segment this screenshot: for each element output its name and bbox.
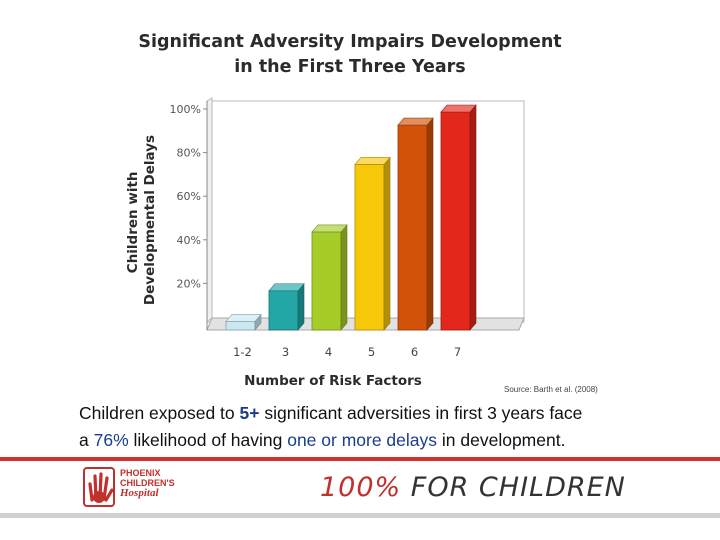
x-axis-label: Number of Risk Factors: [244, 373, 422, 389]
bar-top: [268, 283, 305, 292]
bar: [440, 104, 477, 331]
bars: [225, 104, 477, 331]
bar-top: [397, 117, 434, 126]
bar-front: [268, 290, 299, 331]
y-tick-label: 100%: [170, 103, 201, 116]
y-tick-label: 40%: [177, 234, 201, 247]
bar-side: [297, 282, 305, 331]
bar-front: [354, 163, 385, 331]
x-tick-label: 4: [325, 345, 332, 359]
x-ticks: 1-2 3 4 5 6 7: [233, 345, 461, 359]
y-tick-label: 60%: [177, 190, 201, 203]
x-tick-label: 1-2: [233, 345, 252, 359]
logo-wordmark: PHOENIX CHILDREN'S Hospital: [120, 468, 175, 499]
caption-highlight-delays: one or more delays: [287, 430, 438, 450]
chart-title-line-2: in the First Three Years: [234, 57, 466, 77]
x-tick-label: 7: [454, 345, 461, 359]
bar: [354, 156, 391, 331]
caption: Children exposed to 5+ significant adver…: [79, 400, 709, 454]
bar-side: [426, 117, 434, 331]
plot-side-wall: [206, 97, 213, 324]
bar-top: [440, 104, 477, 113]
y-ticks: 20% 40% 60% 80% 100%: [170, 103, 207, 290]
y-axis-label-line-2: Developmental Delays: [142, 135, 158, 305]
y-tick-label: 20%: [177, 277, 201, 290]
bar-side: [340, 224, 348, 331]
bar: [268, 282, 305, 331]
phoenix-childrens-logo: PHOENIX CHILDREN'S Hospital: [82, 465, 212, 511]
hand-logo-icon: [83, 467, 115, 507]
bar-chart: 20% 40% 60% 80% 100% 1-2 3 4 5 6 7 Number of Risk…: [125, 97, 525, 389]
y-tick-label: 80%: [177, 147, 201, 160]
bar: [397, 117, 434, 331]
caption-line-1: Children exposed to 5+ significant adver…: [79, 403, 583, 423]
caption-highlight-76: 76%: [93, 430, 129, 450]
tagline: 100% FOR CHILDREN: [320, 472, 626, 503]
caption-highlight-5plus: 5+: [239, 403, 260, 423]
source-note: Source: Barth et al. (2008): [504, 385, 598, 394]
bar-side: [383, 156, 391, 331]
bar-top: [354, 157, 391, 165]
chart-title: Significant Adversity Impairs Developmen…: [100, 30, 600, 80]
bar-side: [469, 104, 477, 331]
bar-front: [440, 111, 471, 331]
bar-top: [225, 313, 262, 322]
bar-front: [225, 320, 256, 331]
footer-red-rule: [0, 457, 720, 461]
caption-line-2: a 76% likelihood of having one or more d…: [79, 430, 566, 450]
bar-top: [311, 224, 348, 233]
bar: [225, 313, 262, 331]
bar-front: [397, 124, 428, 331]
x-tick-label: 3: [282, 345, 289, 359]
bar: [311, 224, 348, 331]
chart-title-line-1: Significant Adversity Impairs Developmen…: [138, 32, 562, 52]
y-axis-label-line-1: Children with: [125, 171, 141, 273]
x-tick-label: 5: [368, 345, 375, 359]
y-axis-label: Children with Developmental Delays: [125, 135, 158, 305]
x-tick-label: 6: [411, 345, 418, 359]
footer-gray-rule: [0, 513, 720, 518]
bar-front: [311, 231, 342, 331]
